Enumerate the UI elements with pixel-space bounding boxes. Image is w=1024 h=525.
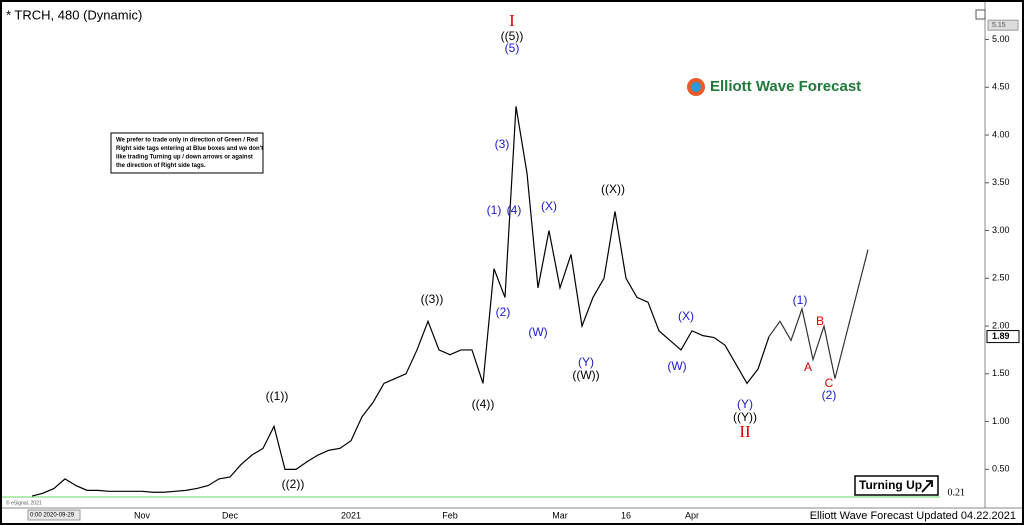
note-line: We prefer to trade only in direction of …: [116, 138, 258, 144]
top-marker-box: [987, 19, 1019, 31]
note-line: Right side tags entering at Blue boxes a…: [116, 146, 263, 152]
wave-label: (1): [487, 203, 502, 217]
badge-arrow: [921, 480, 933, 493]
wave-label: (3): [495, 137, 510, 151]
note-line: like trading Turning up / down arrows or…: [116, 155, 253, 161]
y-tick-label: 1.50: [992, 368, 1010, 378]
wave-label: (4): [507, 203, 522, 217]
y-tick-label: 4.50: [992, 82, 1010, 92]
x-start-box: [27, 509, 81, 521]
wave-label: ((Y)): [733, 410, 757, 424]
x-tick-label: Feb: [442, 510, 458, 520]
wave-label: ((W)): [572, 368, 599, 382]
x-tick-label: Mar: [552, 510, 568, 520]
y-tick-label: 3.00: [992, 225, 1010, 235]
wave-label: ((X)): [601, 182, 625, 196]
y-tick-label: 1.00: [992, 416, 1010, 426]
wave-label: (X): [678, 309, 694, 323]
wave-label: (2): [822, 388, 837, 402]
wave-label: (W): [528, 325, 547, 339]
wave-label: II: [739, 422, 751, 441]
wave-label: (W): [667, 359, 686, 373]
wave-label: (2): [496, 305, 511, 319]
chart-title: * TRCH, 480 (Dynamic): [6, 7, 142, 22]
copyright: © eSignal, 2021: [6, 499, 42, 506]
wave-label: ((3)): [421, 292, 444, 306]
x-tick-label: Dec: [222, 510, 239, 520]
wave-label: (5): [505, 41, 520, 55]
x-tick-label: 0:00 2020-09-29: [30, 513, 75, 519]
projection-line: [768, 249, 869, 379]
note-box: [110, 132, 264, 174]
wave-label: A: [804, 360, 812, 374]
wave-label: C: [825, 376, 834, 390]
x-tick-label: Apr: [685, 510, 699, 520]
y-tick-label: 0.50: [992, 464, 1010, 474]
wave-label: ((4)): [472, 397, 495, 411]
wave-label: (1): [793, 293, 808, 307]
footer: Elliott Wave Forecast Updated 04.22.2021: [810, 510, 1016, 522]
price-line: [31, 106, 770, 497]
logo: Elliott Wave Forecast: [687, 78, 861, 96]
y-tick-label: 2.50: [992, 273, 1010, 283]
x-tick-label: 16: [621, 510, 631, 520]
window-button[interactable]: [975, 9, 986, 20]
wave-label: (Y): [737, 397, 753, 411]
badge-box: [854, 475, 939, 496]
top-marker-label: 5.15: [992, 22, 1006, 29]
y-tick-label: 5.00: [992, 34, 1010, 44]
wave-label: (X): [541, 199, 557, 213]
x-tick-label: Nov: [134, 510, 151, 520]
reference-label: 0.21: [948, 487, 966, 498]
wave-label: ((1)): [266, 389, 289, 403]
note-line: the direction of Right side tags.: [116, 163, 206, 169]
wave-label: (Y): [578, 355, 594, 369]
last-price-box: [986, 330, 1020, 344]
y-tick-label: 4.00: [992, 129, 1010, 139]
y-tick-label: 3.50: [992, 177, 1010, 187]
logo-icon: [691, 82, 701, 92]
y-tick-label: 2.00: [992, 320, 1010, 330]
wave-label: ((2)): [282, 477, 305, 491]
wave-label: ((5)): [501, 29, 524, 43]
logo-text: Elliott Wave Forecast: [710, 78, 861, 95]
last-price-label: 1.89: [992, 331, 1010, 341]
badge-text: Turning Up: [859, 478, 922, 492]
x-tick-label: 2021: [341, 510, 361, 520]
wave-label: B: [816, 314, 824, 328]
wave-label: I: [509, 11, 515, 30]
